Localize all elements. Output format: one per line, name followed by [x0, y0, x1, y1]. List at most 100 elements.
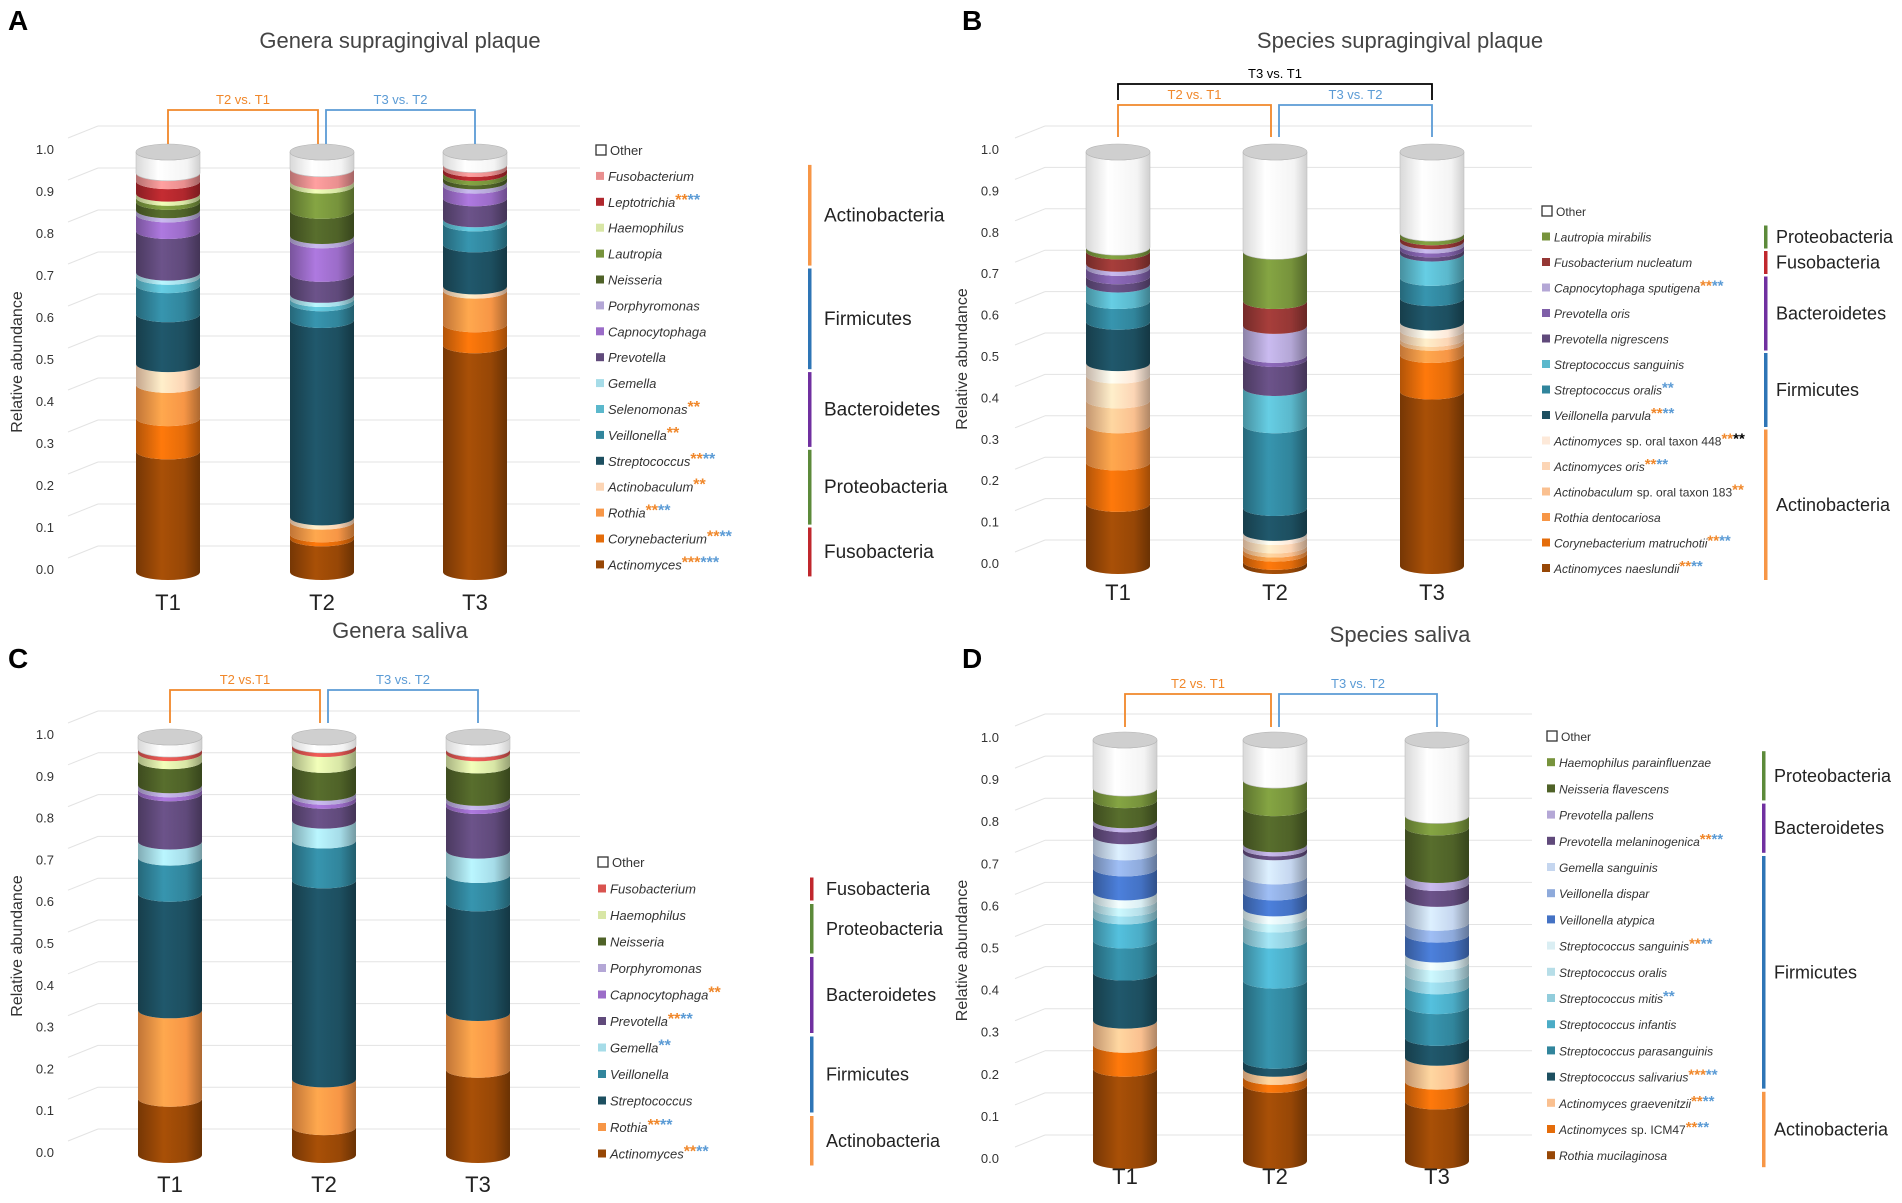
bar-segment-veillonella — [292, 840, 356, 889]
bar-segment-prevotella — [290, 273, 354, 303]
bar-top-cap — [1404, 731, 1470, 749]
bar-t1 — [137, 728, 203, 1163]
bar-segment-capnocytophaga — [138, 789, 202, 802]
bar-segment-fusobacterium — [292, 744, 356, 757]
phylum-label: Proteobacteria — [826, 919, 944, 939]
bar-segment-veillonella — [290, 303, 354, 328]
legend-entry: Haemophilus — [596, 221, 684, 236]
panel-letter: B — [962, 5, 982, 36]
bar-segment-rothia-mucilaginosa — [1093, 1068, 1157, 1169]
legend-name: Corynebacterium — [608, 532, 707, 547]
legend-label: Other — [1556, 205, 1586, 219]
bar-segment-other — [1399, 151, 1465, 242]
bar-t1 — [1085, 143, 1151, 574]
legend-entry: Corynebacterium**** — [596, 529, 733, 547]
legend-name: Porphyromonas — [608, 298, 700, 313]
y-tick-label: 0.6 — [36, 894, 54, 909]
legend-entry: Actinomyces sp. ICM47**** — [1547, 1119, 1709, 1137]
legend-swatch — [1542, 360, 1550, 368]
phylum-bar — [1764, 251, 1768, 274]
bar-segment-streptococcus-oralis — [1405, 962, 1469, 983]
bar-segment-haemophilus — [446, 753, 510, 774]
significance-stars: ** — [688, 399, 701, 416]
significance-stars: ** — [1706, 1067, 1718, 1084]
significance-stars: *** — [682, 554, 701, 571]
legend-swatch — [596, 197, 604, 206]
y-tick-label: 0.9 — [981, 183, 999, 198]
bar-segment-neisseria — [136, 201, 200, 219]
bar-segment-actinobaculum — [290, 517, 354, 530]
x-category-label: T2 — [1262, 1164, 1288, 1189]
bar-top-cap — [135, 143, 201, 161]
legend-label: Haemophilus — [608, 221, 684, 236]
legend-entry: Actinobaculum sp. oral taxon 183** — [1542, 482, 1744, 500]
significance-stars: ** — [660, 1117, 673, 1134]
y-tick-label: 0.9 — [36, 769, 54, 784]
panel-b: B Species supragingival plaque 0.0 0.1 0.2 0.… — [954, 5, 1894, 605]
y-tick-label: 0.5 — [36, 936, 54, 951]
y-tick-label: 0.0 — [36, 562, 54, 577]
gridline-depth — [67, 961, 99, 975]
legend-label: Actinomyces graevenitzii**** — [1558, 1093, 1715, 1111]
legend-name: Fusobacterium — [608, 169, 694, 184]
legend-entry: Haemophilus — [598, 908, 686, 923]
legend-entry: Gemella** — [598, 1038, 672, 1056]
legend-swatch — [596, 456, 604, 465]
bar-segment-actinomyces — [443, 345, 507, 580]
bar-segment-capnocytophaga-sputigena — [1243, 325, 1307, 363]
legend-entry: Rothia mucilaginosa — [1547, 1149, 1667, 1163]
phylum-bar — [810, 904, 814, 954]
legend-entry: Neisseria — [596, 273, 662, 288]
bar-segment-streptococcus-oralis — [1093, 900, 1157, 917]
bar-top-cap — [137, 728, 203, 746]
legend-entry: Streptococcus**** — [596, 451, 716, 469]
x-category-label: T1 — [1112, 1164, 1138, 1189]
legend-entry: Fusobacterium nucleatum — [1542, 256, 1692, 270]
y-tick-label: 0.1 — [36, 520, 54, 535]
bar-top-cap — [1085, 143, 1151, 161]
legend-swatch — [597, 856, 609, 868]
phylum-bar — [1762, 1091, 1766, 1168]
panel-letter: D — [962, 643, 982, 674]
legend-entry: Lautropia — [596, 247, 662, 262]
y-tick-label: 0.4 — [981, 390, 999, 405]
phylum-label: Actinobacteria — [824, 205, 945, 226]
bar-segment-porphyromonas — [136, 210, 200, 223]
y-tick-label: 0.6 — [981, 898, 999, 913]
bar-segment-prevotella — [443, 198, 507, 228]
gridline-depth — [67, 877, 99, 891]
bar-segment-fusobacterium-nucleatum — [1086, 251, 1150, 272]
gridline-depth — [1014, 208, 1046, 222]
phylum-bar — [1764, 225, 1768, 249]
gridline-depth — [67, 1086, 99, 1100]
gridline-depth — [1014, 713, 1046, 727]
phylum-label: Firmicutes — [826, 1065, 909, 1085]
legend-entry: Fusobacterium — [598, 882, 696, 897]
gridline-depth — [1014, 966, 1046, 980]
legend-swatch — [598, 1043, 606, 1052]
significance-stars: ** — [707, 529, 720, 546]
legend-label: Neisseria — [610, 935, 664, 950]
legend-name: Streptococcus — [608, 454, 691, 469]
legend-swatch — [1542, 334, 1550, 343]
phylum-bar — [810, 1116, 814, 1166]
bar-segment-prevotella-pallens — [1405, 875, 1469, 891]
legend-label: Corynebacterium**** — [608, 529, 733, 547]
gridline-depth — [67, 1003, 99, 1017]
legend-swatch — [598, 1123, 606, 1131]
legend-name: Streptococcus sanguinis — [1559, 940, 1689, 954]
x-category-label: T1 — [1105, 580, 1131, 605]
bar-segment-streptococcus-salivarius — [1243, 1060, 1307, 1077]
legend-swatch — [1542, 538, 1550, 547]
phylum-label: Actinobacteria — [1774, 1120, 1889, 1140]
legend-label: Neisseria flavescens — [1559, 782, 1669, 796]
legend-entry: Neisseria flavescens — [1547, 782, 1669, 796]
legend-swatch — [598, 964, 606, 972]
y-axis-label: Relative abundance — [954, 880, 971, 1022]
gridline-depth — [1014, 291, 1046, 305]
bar-segment-streptococcus — [292, 880, 356, 1088]
legend-label: Lautropia — [608, 247, 662, 262]
bar-t3 — [445, 728, 511, 1163]
gridline-depth — [1014, 373, 1046, 387]
